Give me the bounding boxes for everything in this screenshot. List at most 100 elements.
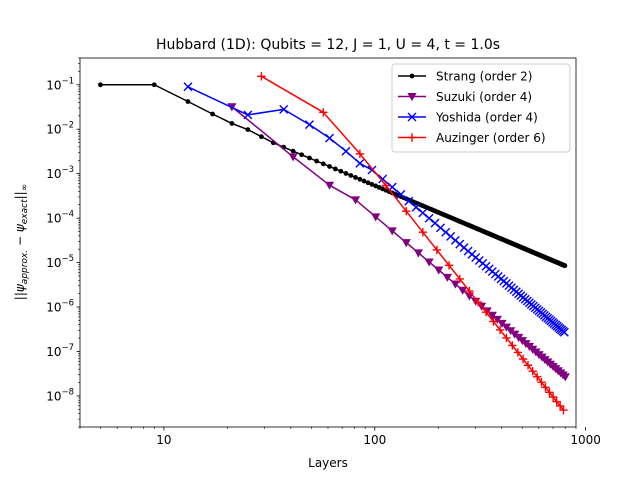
data-point	[355, 149, 365, 158]
data-point	[545, 388, 554, 397]
data-point	[357, 176, 363, 182]
x-tick-label: 100	[363, 433, 386, 447]
data-point	[338, 168, 344, 174]
data-point	[502, 333, 511, 343]
x-axis-title: Layers	[308, 456, 348, 470]
data-point	[487, 311, 497, 320]
data-point	[290, 148, 296, 154]
y-tick-label: 10−2	[46, 121, 74, 137]
legend-box	[391, 63, 571, 153]
data-point	[381, 181, 391, 190]
data-point	[473, 297, 483, 307]
data-point	[413, 249, 423, 258]
data-point	[314, 158, 320, 164]
chart-title: Hubbard (1D): Qubits = 12, J = 1, U = 4,…	[156, 37, 500, 53]
data-point	[548, 392, 558, 402]
data-point	[245, 127, 251, 133]
data-point	[304, 120, 314, 130]
data-point	[279, 104, 289, 114]
data-point	[353, 175, 358, 180]
data-point	[528, 366, 537, 376]
legend-marker	[407, 133, 417, 142]
data-point	[325, 133, 335, 143]
data-point	[492, 315, 502, 324]
data-point	[411, 202, 421, 212]
series-4	[257, 72, 568, 415]
data-point	[523, 361, 533, 370]
data-point	[369, 181, 375, 187]
data-point	[365, 180, 371, 186]
data-point	[541, 383, 550, 392]
data-point	[299, 152, 305, 158]
data-point	[343, 171, 349, 176]
data-point	[424, 258, 434, 267]
data-point	[185, 99, 191, 104]
data-point	[482, 307, 492, 316]
legend-label: Strang (order 2)	[436, 69, 532, 83]
data-point	[401, 239, 411, 248]
data-point	[355, 158, 365, 168]
data-point	[489, 317, 498, 326]
data-point	[307, 155, 312, 161]
data-point	[324, 181, 335, 190]
data-point	[481, 307, 491, 317]
data-point	[332, 166, 338, 172]
legend-item: Yoshida (order 4)	[398, 110, 538, 124]
data-point	[559, 327, 569, 337]
data-point	[434, 266, 444, 275]
legend-marker	[409, 73, 415, 79]
data-point	[320, 161, 326, 167]
legend-item: Auzinger (order 6)	[398, 131, 546, 145]
series-3	[183, 82, 569, 337]
data-point	[98, 82, 103, 88]
series-1	[98, 82, 568, 269]
data-point	[183, 82, 193, 92]
y-tick-label: 10−5	[46, 254, 74, 270]
legend-items: Strang (order 2) Suzuki (order 4) Yoshida …	[398, 69, 546, 145]
data-point	[444, 261, 454, 270]
data-point	[518, 354, 528, 364]
y-axis-title-prefix: ||	[13, 292, 27, 300]
data-point	[229, 121, 235, 126]
data-point	[259, 134, 264, 140]
y-axis-title-sub3: ∞	[20, 184, 30, 192]
data-point	[341, 146, 351, 156]
data-point	[513, 348, 523, 357]
series-layer	[98, 72, 570, 415]
data-point	[319, 108, 328, 117]
data-point	[465, 286, 474, 296]
y-axis-title-sub2: exact	[20, 199, 30, 224]
legend-marker	[407, 93, 417, 102]
legend: Strang (order 2) Suzuki (order 4) Yoshida …	[391, 63, 571, 153]
data-point	[257, 72, 266, 81]
legend-label: Suzuki (order 4)	[436, 90, 532, 104]
data-point	[432, 245, 442, 255]
data-point	[497, 319, 507, 328]
data-point	[151, 82, 157, 88]
data-point	[327, 164, 332, 169]
data-point	[455, 274, 464, 284]
y-axis-title-psi2: ψ	[13, 223, 27, 232]
y-axis-title-suffix: ||	[13, 191, 27, 199]
series-2	[227, 103, 570, 382]
series-line	[261, 75, 565, 411]
data-point	[450, 280, 460, 289]
data-point	[458, 286, 468, 295]
data-point	[348, 173, 354, 178]
y-axis-title-minus: −	[13, 232, 27, 250]
y-tick-label: 10−7	[46, 343, 74, 359]
data-point	[210, 111, 215, 117]
data-point	[371, 213, 381, 222]
data-point	[562, 263, 568, 269]
y-tick-label: 10−3	[46, 165, 74, 181]
data-point	[396, 189, 406, 199]
y-axis-title-psi1: ψ	[13, 283, 27, 292]
y-tick-label: 10−4	[46, 210, 74, 226]
data-point	[495, 325, 505, 335]
y-tick-label: 10−1	[46, 76, 74, 92]
y-tick-label: 10−8	[46, 387, 74, 403]
y-axis-title: ||ψapprox. − ψexact||∞	[13, 184, 30, 300]
data-point	[404, 196, 414, 206]
y-axis-title-sub1: approx.	[20, 250, 30, 284]
